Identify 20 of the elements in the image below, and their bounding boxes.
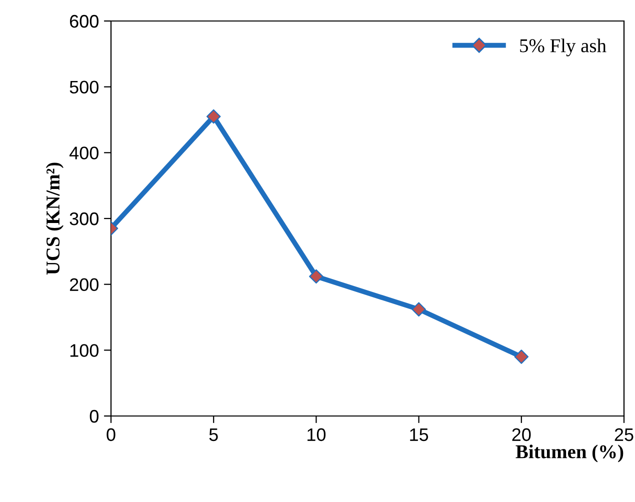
x-tick-label: 10 <box>308 428 326 442</box>
x-tick-label: 5 <box>209 428 218 442</box>
y-tick-label: 600 <box>70 14 98 28</box>
x-axis-title: Bitumen (%) <box>516 444 624 462</box>
y-tick-label: 0 <box>90 410 98 423</box>
x-tick-label: 15 <box>410 428 428 442</box>
legend-label: 5% Fly ash <box>520 38 606 56</box>
point <box>514 350 529 364</box>
y-axis-title: UCS (KN/m²) <box>46 162 64 275</box>
y-tick-label: 300 <box>70 212 98 226</box>
x-tick-label: 0 <box>106 428 116 442</box>
point <box>309 269 324 284</box>
y-tick-label: 400 <box>69 146 98 160</box>
y-tick-label: 500 <box>70 80 98 94</box>
point <box>412 302 426 316</box>
x-tick-label: 20 <box>512 428 531 442</box>
x-tick-label: 25 <box>614 428 634 442</box>
point <box>206 109 221 124</box>
y-tick-label: 200 <box>70 278 98 292</box>
y-tick-label: 100 <box>70 344 98 357</box>
